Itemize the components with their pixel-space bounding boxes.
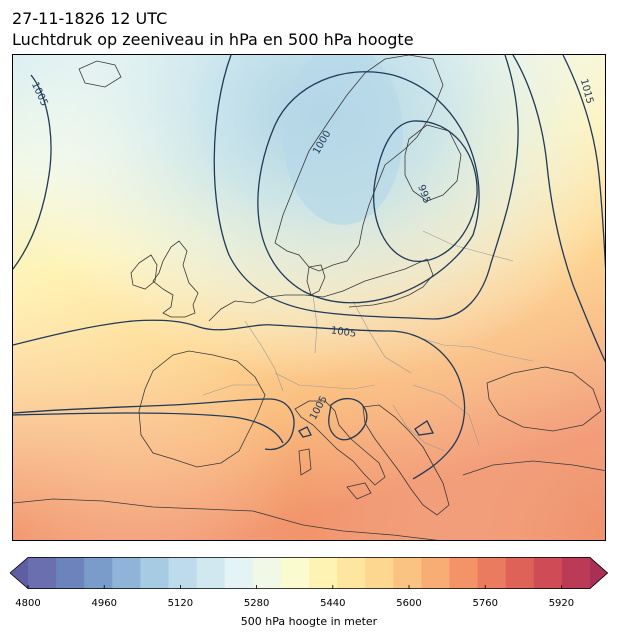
border-baltic [422, 230, 514, 262]
colorbar-segment [28, 557, 57, 589]
isobar-1010-adriatic [328, 398, 368, 441]
height-core-low [283, 55, 403, 225]
coastlines [13, 55, 605, 540]
colorbar-segment [196, 557, 226, 589]
map-panel: 1005 1000 995 1005 1005 1015 [12, 54, 606, 541]
coastline-ireland [130, 254, 158, 290]
border-germany-poland [312, 294, 318, 354]
isobar-1005-west [13, 74, 52, 270]
isobar-1010-south [13, 412, 284, 444]
colorbar-tick-label: 5120 [167, 598, 194, 609]
colorbar-segment [533, 557, 563, 589]
coastline-scandinavia [274, 55, 444, 272]
coastline-continent-north [208, 258, 434, 322]
map-title-description: Luchtdruk op zeeniveau in hPa en 500 hPa… [12, 30, 414, 49]
colorbar-tick-label: 5440 [320, 598, 346, 609]
colorbar-tick-label: 5280 [243, 598, 270, 609]
colorbar-extend-low [10, 557, 28, 589]
colorbar-segment [280, 557, 310, 589]
coastline-iceland [78, 60, 122, 88]
colorbar-tick-label: 5760 [472, 598, 498, 609]
isobar-995 [373, 120, 478, 262]
coastline-denmark [306, 264, 326, 296]
colorbar-segment [252, 557, 282, 589]
colorbar-segment [421, 557, 451, 589]
colorbar-segment [84, 557, 113, 589]
colorbar-tick-label: 5600 [396, 598, 422, 609]
colorbar-segment [168, 557, 198, 589]
colorbar-segment [309, 557, 338, 589]
colorbar-graphic [9, 557, 609, 589]
colorbar-tick-label: 5920 [548, 598, 575, 609]
colorbar-segment [224, 557, 254, 589]
map-title-date: 27-11-1826 12 UTC [12, 9, 168, 28]
border-romania [412, 384, 480, 446]
colorbar-segment [393, 557, 422, 589]
colorbar [9, 557, 609, 589]
colorbar-tick-label: 4800 [15, 598, 41, 609]
colorbar-segment [337, 557, 366, 589]
border-france-germany [244, 320, 284, 392]
coastline-iberia [138, 350, 266, 468]
colorbar-tick-label: 4960 [91, 598, 117, 609]
coastline-turkey [462, 460, 605, 476]
colorbar-segment [56, 557, 85, 589]
colorbar-label: 500 hPa hoogte in meter [240, 615, 378, 628]
isobar-1000 [257, 71, 480, 304]
weather-map: 1005 1000 995 1005 1005 1015 [13, 55, 605, 540]
coastline-great-britain [152, 240, 199, 318]
colorbar-segment [449, 557, 479, 589]
coastline-black-sea [486, 366, 602, 432]
border-france-spain [202, 384, 259, 396]
colorbar-segment [365, 557, 394, 589]
colorbar-segment [477, 557, 507, 589]
coastline-sicily [346, 482, 372, 500]
coastline-balkans [362, 404, 450, 516]
border-balkans-inner [392, 404, 446, 452]
colorbar-extend-high [590, 557, 608, 589]
isobar-1005-south [13, 398, 295, 451]
coastline-finland [404, 124, 462, 202]
colorbar-segment [561, 557, 591, 589]
coastline-italy [294, 400, 386, 486]
isobar-1005-low [213, 55, 519, 320]
isobar-1015-east [562, 55, 605, 269]
isobar-1005-main [13, 319, 466, 480]
isobar-1015-inner [512, 55, 605, 363]
isobar-ring-adriatic [414, 420, 434, 436]
isobar-ring-italy [298, 426, 312, 438]
isobars [13, 55, 605, 480]
border-ukraine [410, 334, 534, 362]
colorbar-segment [140, 557, 170, 589]
coastline-north-africa [13, 498, 439, 540]
colorbar-segment [505, 557, 535, 589]
isobar-label-1005-center: 1005 [330, 325, 357, 339]
coastline-sardinia [298, 448, 312, 476]
border-alps [274, 372, 376, 390]
colorbar-segment [112, 557, 141, 589]
national-borders [202, 230, 534, 452]
